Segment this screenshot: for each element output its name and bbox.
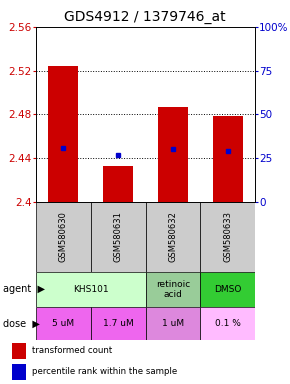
Bar bbox=[91, 202, 146, 272]
Bar bbox=[158, 107, 188, 202]
Text: GDS4912 / 1379746_at: GDS4912 / 1379746_at bbox=[64, 10, 226, 24]
Text: KHS101: KHS101 bbox=[73, 285, 108, 294]
Bar bbox=[36, 272, 146, 307]
Bar bbox=[200, 307, 255, 340]
Text: GSM580630: GSM580630 bbox=[59, 212, 68, 262]
Text: GSM580632: GSM580632 bbox=[168, 212, 177, 262]
Text: GSM580631: GSM580631 bbox=[114, 212, 123, 262]
Text: 1 uM: 1 uM bbox=[162, 319, 184, 328]
Bar bbox=[36, 307, 91, 340]
Bar bbox=[146, 202, 200, 272]
Text: GSM580633: GSM580633 bbox=[223, 212, 232, 263]
Bar bbox=[12, 364, 26, 380]
Bar bbox=[91, 307, 146, 340]
Text: 1.7 uM: 1.7 uM bbox=[103, 319, 133, 328]
Text: DMSO: DMSO bbox=[214, 285, 241, 294]
Bar bbox=[12, 343, 26, 359]
Text: 0.1 %: 0.1 % bbox=[215, 319, 241, 328]
Bar bbox=[103, 166, 133, 202]
Text: percentile rank within the sample: percentile rank within the sample bbox=[32, 367, 177, 376]
Bar bbox=[200, 202, 255, 272]
Text: retinoic
acid: retinoic acid bbox=[156, 280, 190, 299]
Bar bbox=[146, 272, 200, 307]
Bar bbox=[146, 307, 200, 340]
Text: 5 uM: 5 uM bbox=[52, 319, 75, 328]
Bar bbox=[200, 272, 255, 307]
Text: transformed count: transformed count bbox=[32, 346, 112, 356]
Bar bbox=[48, 66, 78, 202]
Text: agent  ▶: agent ▶ bbox=[3, 285, 45, 295]
Bar bbox=[213, 116, 243, 202]
Text: dose  ▶: dose ▶ bbox=[3, 318, 40, 328]
Bar bbox=[36, 202, 91, 272]
